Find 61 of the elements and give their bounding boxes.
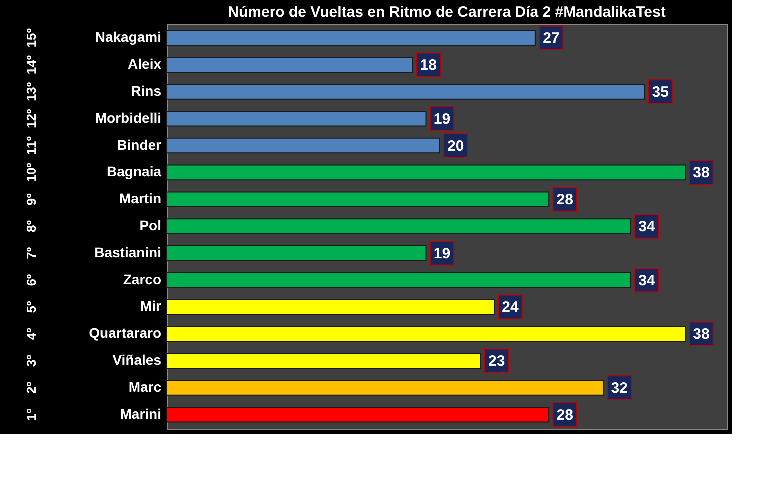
data-label: 18 xyxy=(420,57,437,74)
bar xyxy=(166,272,632,288)
bar xyxy=(166,246,427,262)
y-tick-label: Martin xyxy=(120,190,162,207)
data-label: 32 xyxy=(611,380,628,397)
data-label: 34 xyxy=(638,218,656,236)
text: 15º xyxy=(24,28,39,48)
text: 5º xyxy=(24,300,39,314)
text: 13º xyxy=(24,82,39,102)
data-label: 35 xyxy=(652,84,669,101)
data-label: 19 xyxy=(434,245,451,262)
data-label: 28 xyxy=(556,406,574,424)
bar xyxy=(166,57,414,73)
y-tick-label: Mir xyxy=(140,298,162,314)
y-tick-label: Rins xyxy=(131,82,162,99)
y-tick-label: Quartararo xyxy=(89,325,162,342)
y-tick-label: Viñales xyxy=(112,352,162,368)
bar xyxy=(166,30,536,46)
bar xyxy=(166,218,632,234)
chart-title: Número de Vueltas en Ritmo de Carrera Día 2 #MandalikaTest xyxy=(228,4,666,21)
y-tick-label: Aleix xyxy=(128,56,162,72)
bar xyxy=(166,84,646,100)
y-tick-label: Bagnaia xyxy=(107,164,162,180)
y-tick-label: Pol xyxy=(140,218,162,234)
y-tick-label: Zarco xyxy=(123,271,162,288)
y-tick-label: Marini xyxy=(120,406,162,422)
data-label: 27 xyxy=(543,30,560,48)
data-label: 38 xyxy=(693,164,710,182)
text: 14º xyxy=(24,55,39,75)
text: 4º xyxy=(24,328,39,340)
text: 11º xyxy=(24,136,39,156)
y-tick-label: Nakagami xyxy=(95,29,162,46)
bar xyxy=(166,299,495,316)
data-label: 19 xyxy=(434,110,451,128)
text: 7º xyxy=(24,247,39,260)
y-tick-label: Binder xyxy=(117,136,162,153)
text: 10º xyxy=(24,162,39,182)
data-label: 24 xyxy=(502,299,520,316)
text: 1º xyxy=(24,408,39,421)
bar xyxy=(166,380,604,396)
bar xyxy=(166,353,482,369)
text: 12º xyxy=(24,109,39,128)
y-tick-label: Morbidelli xyxy=(95,110,162,126)
bar xyxy=(166,192,550,208)
text: 2º xyxy=(24,382,39,394)
text: 8º xyxy=(24,220,39,232)
bar xyxy=(166,406,550,423)
data-label: 38 xyxy=(693,326,710,344)
data-label: 34 xyxy=(638,272,656,290)
text: 3º xyxy=(24,354,39,368)
text: 9º xyxy=(24,193,39,206)
y-tick-label: Bastianini xyxy=(94,244,162,260)
y-tick-label: Marc xyxy=(128,378,162,395)
data-label: 23 xyxy=(488,353,506,370)
bar xyxy=(166,164,686,181)
data-label: 28 xyxy=(556,192,574,209)
data-label: 20 xyxy=(448,138,464,155)
bar xyxy=(166,138,440,154)
text: 6º xyxy=(24,274,39,286)
bar xyxy=(166,110,427,127)
bar xyxy=(166,326,686,342)
